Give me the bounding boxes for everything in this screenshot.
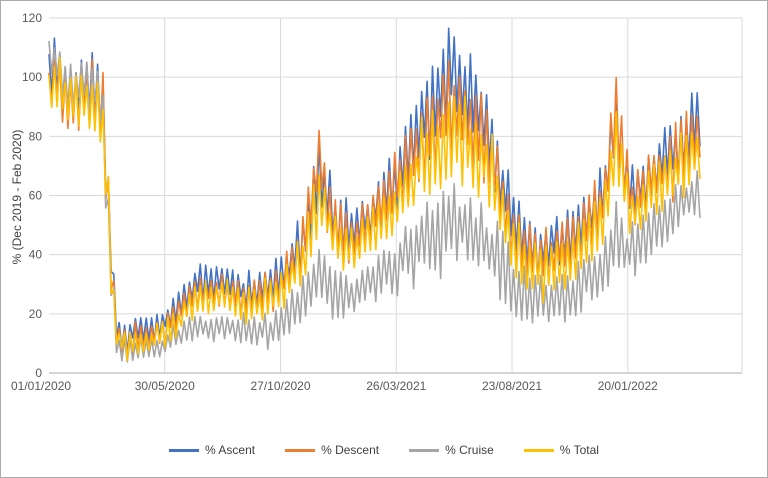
legend-label-ascent: % Ascent <box>205 443 256 457</box>
legend-label-total: % Total <box>559 443 599 457</box>
legend-item-ascent: % Ascent <box>169 443 255 457</box>
x-tick-label: 20/01/2022 <box>598 379 658 393</box>
legend-item-cruise: % Cruise <box>409 443 494 457</box>
legend-swatch-total <box>523 448 554 452</box>
legend-swatch-cruise <box>409 448 440 452</box>
series-line-cruise <box>48 40 701 363</box>
y-tick-label: 40 <box>29 248 43 262</box>
y-tick-label: 80 <box>29 129 43 143</box>
x-tick-label: 27/10/2020 <box>250 379 310 393</box>
legend-label-descent: % Descent <box>321 443 380 457</box>
x-tick-label: 01/01/2020 <box>11 379 71 393</box>
y-tick-label: 20 <box>29 307 43 321</box>
x-tick-label: 23/08/2021 <box>482 379 542 393</box>
y-tick-label: 0 <box>35 366 42 380</box>
chart-legend: % Ascent % Descent % Cruise % Total <box>1 443 767 457</box>
y-tick-label: 120 <box>22 11 42 25</box>
series-line-descent <box>48 58 701 356</box>
legend-item-total: % Total <box>523 443 599 457</box>
y-tick-label: 60 <box>29 189 43 203</box>
legend-label-cruise: % Cruise <box>445 443 494 457</box>
series-line-total <box>48 56 701 362</box>
legend-swatch-ascent <box>169 448 200 452</box>
x-tick-label: 30/05/2020 <box>135 379 195 393</box>
legend-item-descent: % Descent <box>285 443 379 457</box>
x-tick-label: 26/03/2021 <box>366 379 426 393</box>
legend-swatch-descent <box>285 448 316 452</box>
y-tick-label: 100 <box>22 70 42 84</box>
y-axis-title: % (Dec 2019 - Feb 2020) <box>10 129 24 265</box>
